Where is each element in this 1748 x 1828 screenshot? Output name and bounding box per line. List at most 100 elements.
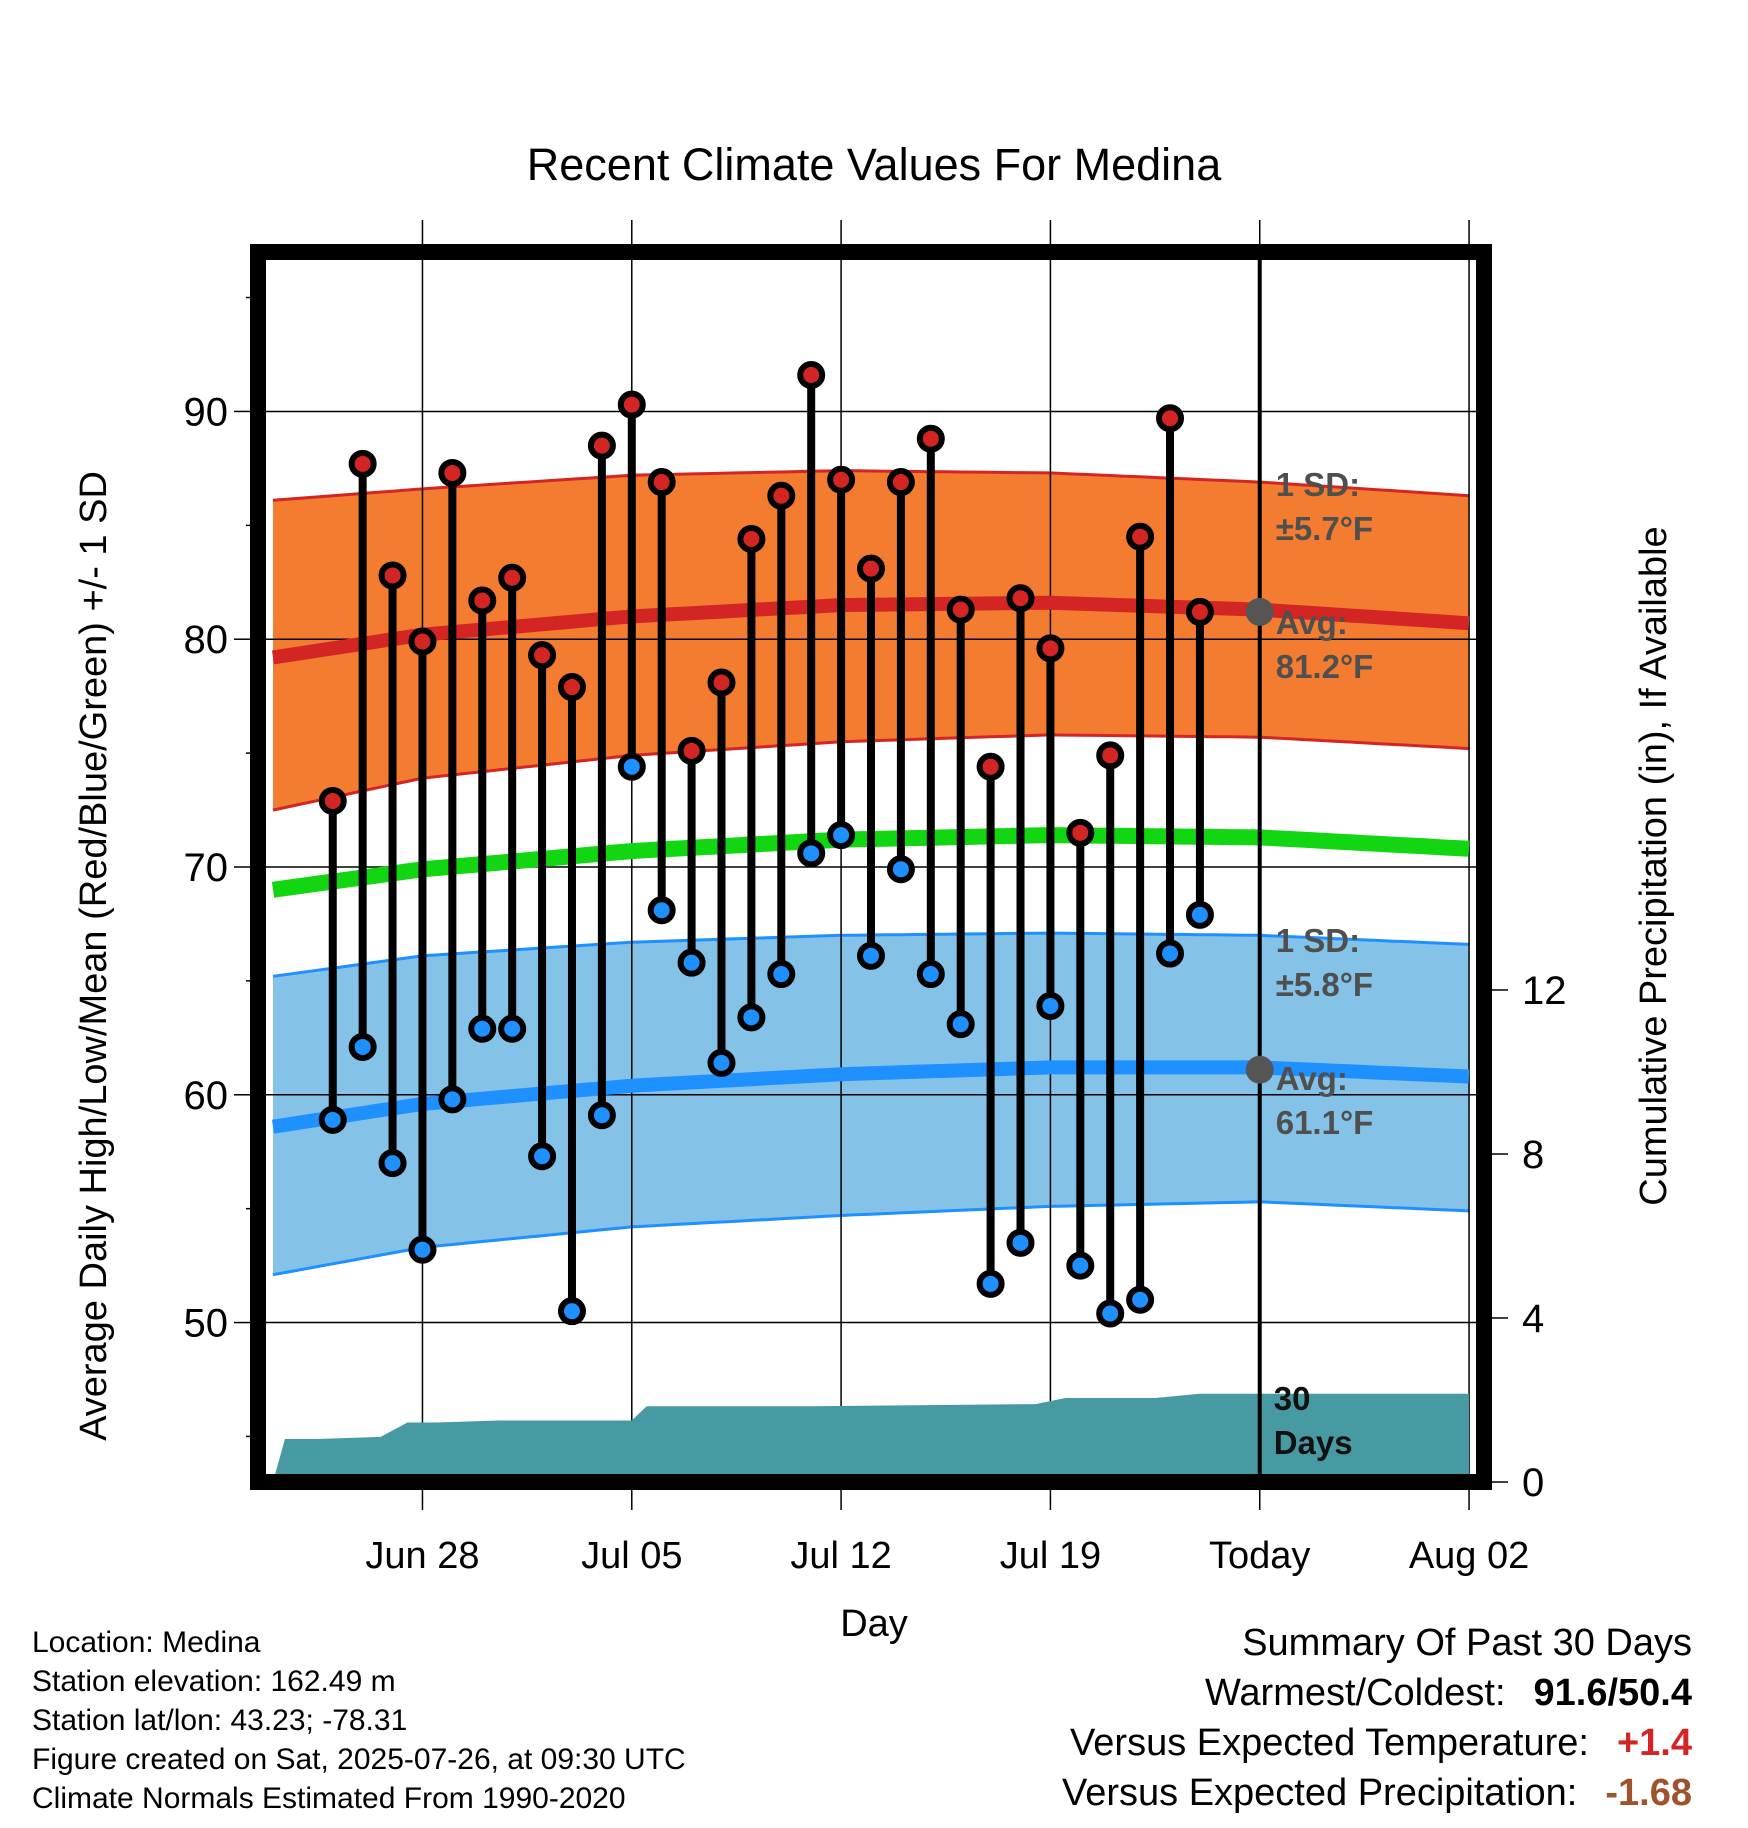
daily-low-dot (318, 1105, 347, 1134)
precip-area (273, 1393, 1469, 1482)
warm-cold-value: 91.6/50.4 (1533, 1672, 1692, 1714)
x-axis-label: Day (840, 1603, 908, 1645)
daily-high-dot (318, 786, 347, 815)
high-sd-upper-edge (272, 469, 1470, 502)
daily-high-dot (916, 424, 945, 453)
daily-high-dot (1156, 404, 1185, 433)
daily-high-dot (408, 627, 437, 656)
y2-tick-label: 8 (1522, 1133, 1544, 1177)
daily-low-dot (1126, 1285, 1155, 1314)
chart-title: Recent Climate Values For Medina (527, 139, 1222, 190)
warm-cold-label: Warmest/Coldest: (1204, 1672, 1506, 1714)
daily-low-dot (348, 1032, 377, 1061)
x-tick-label: Jul 05 (581, 1535, 682, 1577)
daily-low-dot (438, 1085, 467, 1114)
high-sd-value: ±5.7°F (1276, 510, 1373, 547)
y-tick-label: 90 (184, 390, 229, 434)
daily-low-dot (946, 1010, 975, 1039)
y2-axis-label: Cumulative Precipitation (in), If Availa… (1633, 526, 1675, 1205)
daily-low-dot (408, 1235, 437, 1264)
y2-tick-label: 0 (1522, 1461, 1544, 1505)
daily-low-dot (1006, 1228, 1035, 1257)
temp-anomaly-value: +1.4 (1616, 1722, 1692, 1764)
daily-high-dot (557, 673, 586, 702)
daily-low-dot (1036, 991, 1065, 1020)
high-avg-label: Avg: (1276, 604, 1348, 641)
daily-low-dot (886, 855, 915, 884)
x-tick-label: Aug 02 (1409, 1535, 1529, 1577)
daily-low-dot (976, 1269, 1005, 1298)
daily-low-dot (647, 896, 676, 925)
x-tick-label: Jul 12 (790, 1535, 891, 1577)
daily-high-dot (976, 752, 1005, 781)
daily-low-dot (916, 960, 945, 989)
daily-low-dot (677, 948, 706, 977)
daily-low-dot (1156, 939, 1185, 968)
daily-high-dot (1006, 584, 1035, 613)
period-word-label: Days (1274, 1424, 1353, 1461)
low-avg-label: Avg: (1276, 1060, 1348, 1097)
x-tick-label: Jun 28 (365, 1535, 479, 1577)
y2-tick-label: 4 (1522, 1297, 1544, 1341)
daily-high-dot (1036, 634, 1065, 663)
daily-low-dot (1185, 900, 1214, 929)
daily-low-dot (737, 1003, 766, 1032)
temp-anomaly-label: Versus Expected Temperature: (1070, 1722, 1589, 1764)
daily-high-dot (707, 668, 736, 697)
daily-high-dot (827, 465, 856, 494)
daily-high-dot (587, 431, 616, 460)
info-normals: Climate Normals Estimated From 1990-2020 (32, 1782, 626, 1815)
daily-low-dot (378, 1149, 407, 1178)
station-info: Location: Medina Station elevation: 162.… (32, 1623, 686, 1818)
x-tick-label: Jul 19 (1000, 1535, 1101, 1577)
plot-frame (250, 244, 1492, 1490)
y2-tick-label: 12 (1522, 969, 1567, 1013)
daily-low-dot (857, 941, 885, 970)
summary-temp: Versus Expected Temperature: +1.4 (1062, 1718, 1692, 1768)
daily-high-dot (1185, 597, 1214, 626)
summary-precip: Versus Expected Precipitation: -1.68 (1062, 1768, 1692, 1818)
y-axis-label: Average Daily High/Low/Mean (Red/Blue/Gr… (73, 471, 115, 1441)
daily-low-dot (707, 1048, 736, 1077)
daily-low-dot (468, 1014, 497, 1043)
daily-high-dot (857, 554, 885, 583)
y-tick-label: 60 (184, 1074, 229, 1118)
period-number-label: 30 (1274, 1380, 1311, 1417)
summary-heading: Summary Of Past 30 Days (1242, 1622, 1692, 1664)
y-tick-label: 50 (184, 1302, 229, 1346)
daily-high-dot (1066, 818, 1095, 847)
daily-high-dot (886, 468, 915, 497)
high-avg-value: 81.2°F (1276, 648, 1374, 685)
daily-high-dot (946, 595, 975, 624)
daily-low-dot (617, 752, 646, 781)
summary-warm-cold: Warmest/Coldest: 91.6/50.4 (1062, 1668, 1692, 1718)
today-low-avg-marker (1245, 1055, 1274, 1084)
daily-high-dot (737, 525, 766, 553)
daily-low-dot (1066, 1251, 1095, 1280)
daily-high-dot (438, 458, 467, 487)
daily-high-dot (378, 561, 407, 590)
y-tick-label: 70 (184, 846, 229, 890)
daily-low-dot (498, 1014, 527, 1043)
daily-low-dot (587, 1101, 616, 1130)
daily-high-dot (528, 641, 557, 670)
y-tick-label: 80 (184, 618, 229, 662)
daily-high-dot (1126, 522, 1155, 551)
today-high-avg-marker (1245, 597, 1274, 626)
info-latlon: Station lat/lon: 43.23; -78.31 (32, 1704, 408, 1737)
high-sd-label: 1 SD: (1276, 466, 1360, 503)
daily-low-dot (528, 1142, 557, 1171)
daily-high-dot (677, 736, 706, 765)
daily-low-dot (767, 960, 796, 989)
daily-high-dot (767, 481, 796, 510)
daily-high-dot (498, 563, 527, 592)
summary-panel: Summary Of Past 30 Days Warmest/Coldest:… (1062, 1618, 1692, 1818)
daily-high-dot (797, 361, 826, 389)
info-elevation: Station elevation: 162.49 m (32, 1665, 396, 1698)
low-sd-lower-edge (272, 1200, 1470, 1277)
info-location: Location: Medina (32, 1626, 261, 1659)
daily-high-dot (348, 449, 377, 478)
daily-low-dot (1096, 1299, 1125, 1328)
daily-low-dot (797, 839, 826, 868)
